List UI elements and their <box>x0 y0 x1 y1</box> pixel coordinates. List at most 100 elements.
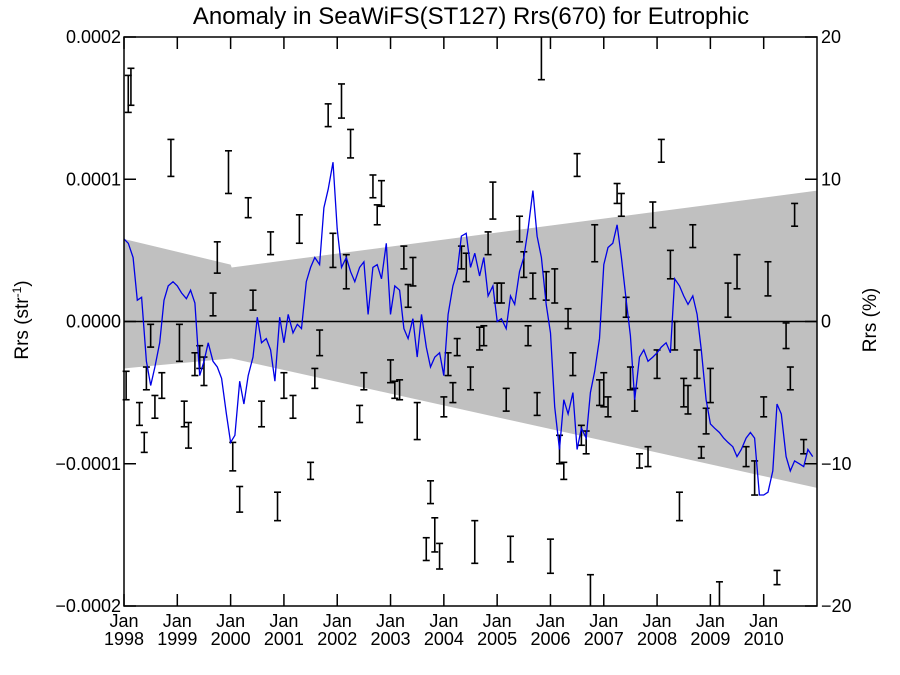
error-bar <box>471 519 479 565</box>
error-bar <box>684 384 692 415</box>
x-tick-label: Jan 1999 <box>157 611 197 649</box>
error-bar <box>476 326 484 351</box>
error-bar <box>786 366 794 391</box>
error-bar <box>280 371 288 400</box>
error-bar <box>497 282 505 304</box>
error-bar <box>702 407 710 435</box>
error-bar <box>135 401 143 427</box>
error-bar <box>724 282 732 319</box>
error-bar <box>377 179 385 208</box>
error-bar <box>573 152 581 178</box>
x-tick-label: Jan 2001 <box>264 611 304 649</box>
error-bar <box>140 431 148 454</box>
error-bar <box>324 103 332 128</box>
error-bar <box>369 174 377 199</box>
error-bar <box>191 351 199 377</box>
error-bar <box>484 231 492 256</box>
y-axis-right-title: Rrs (%) <box>860 288 881 352</box>
y-right-tick-label: −10 <box>821 454 852 474</box>
error-bar <box>764 260 772 297</box>
error-bar <box>180 400 188 428</box>
y-left-tick-label: 0.0000 <box>66 312 121 332</box>
x-tick-label: Jan 2009 <box>690 611 730 649</box>
error-bar <box>347 128 355 159</box>
error-bar <box>715 581 723 606</box>
error-bar <box>224 150 232 195</box>
error-bar <box>337 83 345 119</box>
error-bar <box>457 245 465 270</box>
y-right-tick-label: −20 <box>821 596 852 616</box>
error-bar <box>440 396 448 418</box>
x-tick-label: Jan 2003 <box>371 611 411 649</box>
error-bar <box>689 223 697 249</box>
error-bar <box>158 371 166 400</box>
error-bar <box>404 283 412 309</box>
y-right-tick-label: 0 <box>821 312 831 332</box>
error-bar <box>529 272 537 300</box>
x-tick-label: Jan 2007 <box>584 611 624 649</box>
error-bar <box>391 380 399 400</box>
error-bar <box>480 324 488 347</box>
error-bar <box>537 37 545 81</box>
error-bar <box>693 349 701 380</box>
error-bar <box>431 517 439 553</box>
axes: 0.0002 0.0001 0.0000 −0.0001 −0.0002 20 10 0 −10… <box>55 27 851 649</box>
error-bar <box>617 192 625 218</box>
y-left-tick-label: 0.0001 <box>66 169 121 189</box>
error-bar <box>413 401 421 441</box>
error-bar <box>295 214 303 245</box>
error-bar <box>649 201 657 229</box>
error-bar <box>436 542 444 570</box>
error-bar <box>800 438 808 455</box>
error-bars <box>122 37 808 606</box>
error-bar <box>546 538 554 575</box>
x-tick-label: Jan 2000 <box>211 611 251 649</box>
y-right-tick-label: 20 <box>821 27 841 47</box>
error-bar <box>760 396 768 418</box>
error-bar <box>209 292 217 317</box>
error-bar <box>506 535 514 563</box>
error-bar <box>422 536 430 562</box>
error-bar <box>453 337 461 357</box>
error-bar <box>258 400 266 428</box>
error-bar <box>307 461 315 481</box>
error-bar <box>791 202 799 227</box>
error-bar <box>249 289 257 311</box>
error-bar <box>236 485 244 513</box>
error-bar <box>467 366 474 391</box>
x-tick-label: Jan 2010 <box>744 611 784 649</box>
error-bar <box>560 461 568 481</box>
error-bar <box>311 367 319 390</box>
error-bar <box>329 232 337 269</box>
error-bar <box>185 421 193 449</box>
error-bar <box>680 377 688 408</box>
error-bar <box>127 67 135 107</box>
x-tick-label: Jan 2002 <box>317 611 357 649</box>
error-bar <box>356 404 364 424</box>
error-bar <box>489 181 497 220</box>
x-tick-label: Jan 2005 <box>477 611 517 649</box>
error-bar <box>274 491 282 522</box>
error-bar <box>697 445 705 459</box>
y-axis-left-title-close: ) <box>12 280 33 286</box>
error-bar <box>516 215 524 243</box>
band-area <box>124 190 817 488</box>
y-axis-left-title: Rrs (str-1) <box>10 280 33 359</box>
error-bar <box>533 391 541 417</box>
error-bar <box>564 307 572 330</box>
error-bar <box>316 329 324 357</box>
error-bar <box>742 445 750 468</box>
error-bar <box>604 396 612 418</box>
error-bar <box>244 196 252 219</box>
error-bar <box>409 256 417 287</box>
error-bar <box>400 245 408 270</box>
anomaly-series-line <box>123 162 814 496</box>
anomaly-line <box>123 162 814 496</box>
x-tick-label: Jan 2006 <box>530 611 570 649</box>
error-bar <box>360 371 368 391</box>
error-bar <box>635 452 643 469</box>
error-bar <box>449 381 457 404</box>
error-bar <box>373 204 381 226</box>
error-bar <box>773 569 781 586</box>
